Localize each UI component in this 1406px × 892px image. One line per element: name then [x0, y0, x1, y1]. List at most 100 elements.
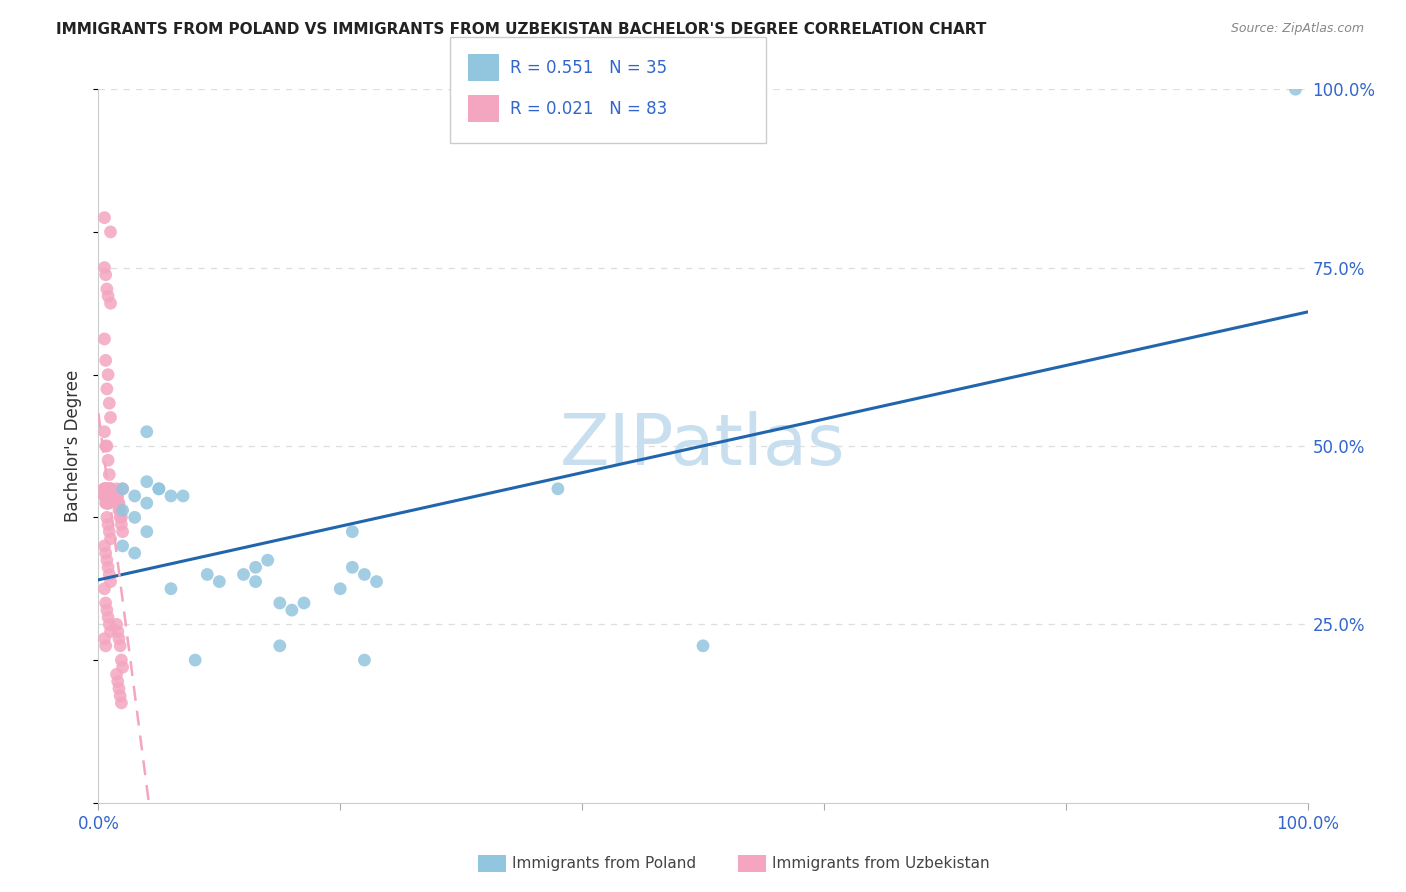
- Point: [100, 482, 122, 496]
- Point: [342, 524, 364, 539]
- Point: [135, 496, 157, 510]
- Point: [232, 567, 254, 582]
- Point: [96, 382, 118, 396]
- Point: [269, 596, 291, 610]
- Point: [93, 482, 115, 496]
- Point: [100, 225, 122, 239]
- Point: [105, 667, 128, 681]
- Point: [94, 353, 117, 368]
- Point: [172, 489, 194, 503]
- Point: [98, 396, 121, 410]
- Point: [108, 510, 131, 524]
- Point: [98, 467, 121, 482]
- Point: [94, 268, 117, 282]
- Point: [96, 482, 118, 496]
- Point: [111, 539, 134, 553]
- Point: [110, 653, 132, 667]
- Point: [96, 489, 118, 503]
- Point: [107, 674, 129, 689]
- Point: [98, 617, 121, 632]
- Point: [97, 517, 120, 532]
- Point: [96, 496, 118, 510]
- Point: [160, 582, 183, 596]
- Point: [98, 482, 121, 496]
- Point: [100, 489, 122, 503]
- Text: Immigrants from Poland: Immigrants from Poland: [512, 856, 696, 871]
- Point: [93, 211, 115, 225]
- Point: [93, 482, 115, 496]
- Point: [124, 489, 146, 503]
- Point: [96, 510, 118, 524]
- Point: [93, 539, 115, 553]
- Point: [94, 489, 117, 503]
- Point: [111, 503, 134, 517]
- Text: R = 0.551   N = 35: R = 0.551 N = 35: [510, 59, 668, 77]
- Point: [94, 596, 117, 610]
- Point: [100, 296, 122, 310]
- Point: [108, 503, 131, 517]
- Point: [100, 482, 122, 496]
- Point: [94, 639, 117, 653]
- Point: [93, 332, 115, 346]
- Point: [107, 496, 129, 510]
- Point: [148, 482, 170, 496]
- Point: [97, 496, 120, 510]
- Point: [547, 482, 569, 496]
- Point: [208, 574, 231, 589]
- Point: [94, 496, 117, 510]
- Point: [100, 624, 122, 639]
- Point: [353, 567, 375, 582]
- Point: [97, 489, 120, 503]
- Point: [98, 489, 121, 503]
- Point: [135, 425, 157, 439]
- Point: [342, 560, 364, 574]
- Point: [160, 489, 183, 503]
- Point: [111, 660, 134, 674]
- Point: [108, 689, 131, 703]
- Point: [269, 639, 291, 653]
- Point: [107, 624, 129, 639]
- Point: [292, 596, 315, 610]
- Text: IMMIGRANTS FROM POLAND VS IMMIGRANTS FROM UZBEKISTAN BACHELOR'S DEGREE CORRELATI: IMMIGRANTS FROM POLAND VS IMMIGRANTS FRO…: [56, 22, 987, 37]
- Point: [98, 567, 121, 582]
- Point: [96, 553, 118, 567]
- Point: [98, 524, 121, 539]
- Point: [124, 546, 146, 560]
- Point: [108, 496, 131, 510]
- Point: [97, 289, 120, 303]
- Y-axis label: Bachelor's Degree: Bachelor's Degree: [65, 370, 83, 522]
- Text: R = 0.021   N = 83: R = 0.021 N = 83: [510, 100, 668, 118]
- Point: [98, 496, 121, 510]
- Text: Source: ZipAtlas.com: Source: ZipAtlas.com: [1230, 22, 1364, 36]
- Point: [97, 482, 120, 496]
- Point: [110, 517, 132, 532]
- Point: [195, 567, 218, 582]
- Point: [245, 574, 267, 589]
- Point: [135, 475, 157, 489]
- Point: [110, 510, 132, 524]
- Point: [353, 653, 375, 667]
- Point: [96, 439, 118, 453]
- Point: [96, 496, 118, 510]
- Point: [111, 482, 134, 496]
- Point: [366, 574, 388, 589]
- Point: [256, 553, 278, 567]
- Point: [97, 368, 120, 382]
- Point: [93, 489, 115, 503]
- Point: [692, 639, 714, 653]
- Point: [93, 482, 115, 496]
- Text: ZIPatlas: ZIPatlas: [560, 411, 846, 481]
- Point: [100, 532, 122, 546]
- Point: [97, 560, 120, 574]
- Point: [100, 574, 122, 589]
- Point: [96, 603, 118, 617]
- Point: [97, 453, 120, 467]
- Point: [245, 560, 267, 574]
- Point: [94, 439, 117, 453]
- Point: [111, 482, 134, 496]
- Point: [93, 425, 115, 439]
- Point: [110, 696, 132, 710]
- Point: [100, 482, 122, 496]
- Point: [97, 610, 120, 624]
- Point: [93, 582, 115, 596]
